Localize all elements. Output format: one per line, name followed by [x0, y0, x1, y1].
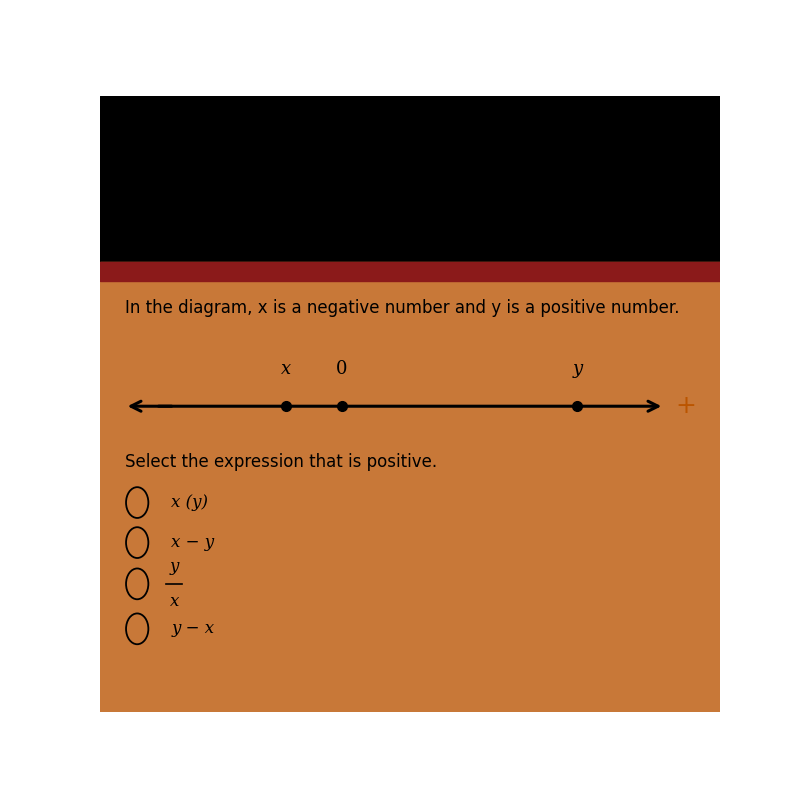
Bar: [100, 96, 720, 262]
Text: x: x: [170, 593, 179, 610]
Bar: [100, 262, 720, 712]
Text: Select the expression that is positive.: Select the expression that is positive.: [125, 454, 437, 471]
Bar: [100, 262, 720, 281]
Text: +: +: [675, 394, 696, 418]
Text: x: x: [281, 361, 291, 378]
Text: In the diagram, x is a negative number and y is a positive number.: In the diagram, x is a negative number a…: [125, 299, 679, 318]
Text: x (y): x (y): [171, 494, 208, 511]
Text: y: y: [170, 558, 179, 575]
Text: x − y: x − y: [171, 534, 214, 551]
Text: 0: 0: [336, 361, 347, 378]
Text: y: y: [572, 361, 582, 378]
Text: y − x: y − x: [171, 620, 214, 638]
